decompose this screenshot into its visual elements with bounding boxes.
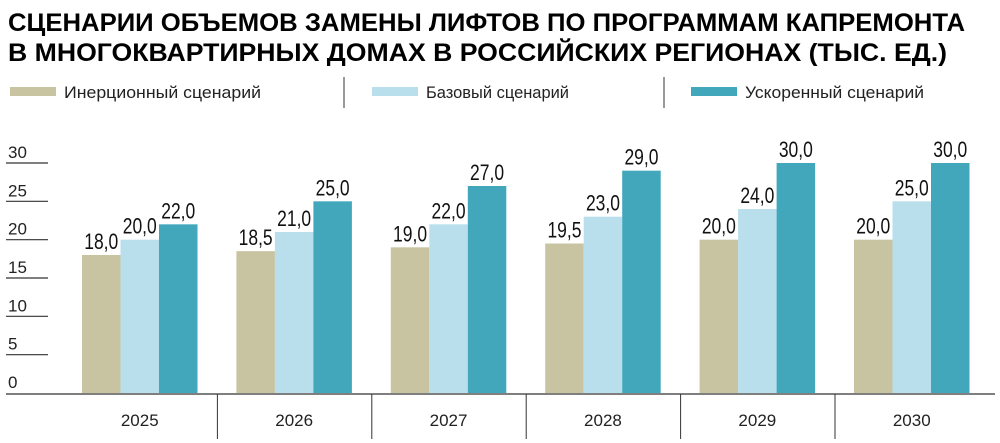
bar-2025-2	[159, 224, 198, 393]
y-tick-label: 10	[8, 296, 27, 315]
bar-2027-1	[429, 224, 468, 393]
y-axis: 0 5 10 15 20 25 30	[6, 143, 48, 392]
bar-2030-2	[931, 163, 970, 393]
chart-title-line-1: СЦЕНАРИИ ОБЪЕМОВ ЗАМЕНЫ ЛИФТОВ ПО ПРОГРА…	[8, 9, 965, 37]
y-tick-label: 0	[8, 373, 17, 392]
bar-2027-2	[467, 186, 507, 393]
value-label: 20,0	[702, 214, 736, 239]
legend: Инерционный сценарий Базовый сценарий Уско…	[10, 77, 924, 108]
value-label: 19,0	[393, 221, 427, 246]
bar-2026-1	[274, 232, 314, 393]
value-label: 30,0	[779, 137, 813, 162]
bar-2030-0	[854, 239, 893, 393]
x-tick-label: 2028	[584, 411, 622, 430]
x-tick-label: 2029	[738, 411, 776, 430]
legend-label-0: Инерционный сценарий	[64, 83, 261, 102]
y-tick-label: 5	[8, 335, 17, 354]
value-label: 30,0	[933, 137, 967, 162]
bar-2025-0	[82, 255, 121, 393]
value-label: 20,0	[123, 214, 157, 239]
value-label: 23,0	[586, 191, 620, 216]
value-label: 29,0	[624, 145, 658, 170]
bar-2029-2	[776, 163, 816, 393]
value-label: 18,0	[84, 229, 118, 254]
x-tick-label: 2026	[275, 411, 313, 430]
value-label: 24,0	[740, 183, 774, 208]
legend-label-2: Ускоренный сценарий	[745, 83, 924, 102]
x-tick-label: 2030	[893, 411, 931, 430]
chart-title-line-2: В МНОГОКВАРТИРНЫХ ДОМАХ В РОССИЙСКИХ РЕГ…	[8, 37, 947, 67]
bar-2029-0	[699, 239, 739, 393]
bar-2030-1	[892, 201, 931, 393]
x-axis: 2025 2026 2027 2028 2029 2030	[6, 393, 995, 439]
legend-swatch-2	[691, 87, 737, 96]
bar-2026-2	[313, 201, 352, 393]
bar-2028-0	[545, 243, 584, 393]
x-tick-label: 2027	[430, 411, 468, 430]
y-tick-label: 20	[8, 220, 27, 239]
bar-2028-1	[583, 216, 623, 393]
x-tick-label: 2025	[121, 411, 159, 430]
value-label: 18,5	[239, 225, 273, 250]
value-label: 27,0	[470, 160, 504, 185]
y-tick-label: 30	[8, 143, 27, 162]
y-tick-label: 15	[8, 258, 27, 277]
bar-2026-0	[236, 251, 275, 393]
bar-2027-0	[390, 247, 430, 393]
y-tick-label: 25	[8, 181, 27, 200]
legend-label-1: Базовый сценарий	[426, 83, 569, 102]
value-label: 25,0	[895, 175, 929, 200]
value-label: 22,0	[161, 198, 195, 223]
bars: 18,020,022,018,521,025,019,022,027,019,5…	[82, 137, 970, 393]
bar-2025-1	[120, 239, 159, 393]
value-label: 21,0	[277, 206, 311, 231]
value-label: 20,0	[856, 214, 890, 239]
bar-2028-2	[622, 170, 661, 393]
legend-swatch-1	[372, 87, 418, 96]
value-label: 19,5	[547, 218, 581, 243]
value-label: 22,0	[432, 198, 466, 223]
bar-2029-1	[738, 209, 777, 393]
legend-swatch-0	[10, 87, 56, 96]
value-label: 25,0	[316, 175, 350, 200]
